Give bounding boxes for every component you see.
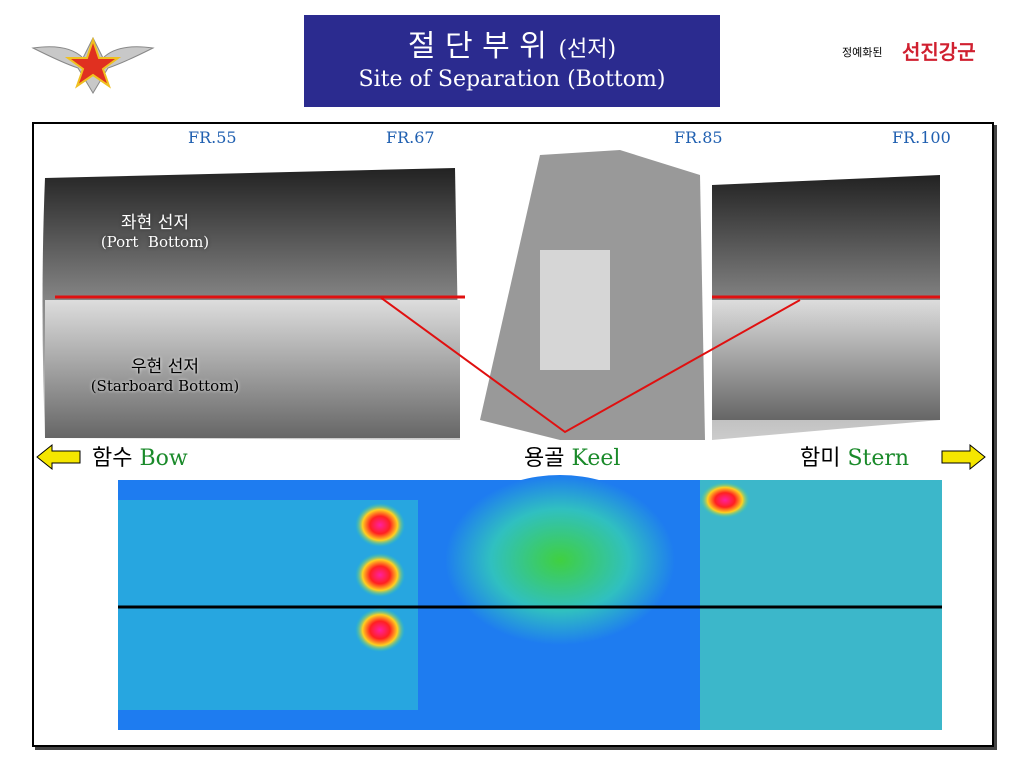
frame-label: FR.55 [188, 128, 237, 147]
hot-3 [355, 608, 405, 652]
frame-label: FR.85 [674, 128, 723, 147]
stern-ko: 함미 [800, 446, 841, 471]
bow-ko: 함수 [92, 446, 133, 471]
starboard-ko: 우현 선저 [131, 357, 199, 377]
frame-label: FR.67 [386, 128, 435, 147]
frame-label: FR.100 [892, 128, 951, 147]
starboard-label: 우현 선저 (Starboard Bottom) [60, 352, 270, 395]
port-label: 좌현 선저 (Port Bottom) [60, 208, 250, 251]
heat-center [445, 475, 675, 645]
starboard-en: (Starboard Bottom) [90, 377, 240, 395]
title-ko: 절 단 부 위 (선저) [304, 21, 720, 65]
hole [540, 250, 610, 370]
title-ko-main: 절 단 부 위 [407, 29, 547, 64]
title-ko-sub: (선저) [558, 37, 617, 62]
port-ko: 좌현 선저 [121, 213, 189, 233]
emblem [31, 36, 155, 94]
title-box: 절 단 부 위 (선저) Site of Separation (Bottom) [304, 15, 720, 107]
hot-4 [700, 482, 750, 518]
hot-2 [355, 553, 405, 597]
keel-ko: 용골 [524, 446, 565, 471]
title-en: Site of Separation (Bottom) [358, 67, 666, 92]
keel-pointer [379, 296, 801, 434]
logo-text: 정예화된 [842, 46, 883, 59]
hull-bow-lower [45, 300, 460, 438]
bow-label: 함수 Bow [92, 440, 188, 472]
stern-label: 함미 Stern [800, 440, 909, 472]
hot-1 [355, 503, 405, 547]
arrow-stern [941, 443, 986, 471]
keel-label: 용골 Keel [524, 440, 620, 472]
stern-en: Stern [847, 446, 910, 471]
heat-stern [700, 480, 942, 730]
keel-en: Keel [571, 446, 621, 471]
bow-en: Bow [139, 446, 188, 471]
hull-stern-lower [712, 300, 940, 420]
image-frame [32, 122, 994, 747]
port-en: (Port Bottom) [100, 233, 210, 251]
logo-slogan: 선진강군 [902, 40, 976, 64]
arrow-bow [36, 443, 81, 471]
